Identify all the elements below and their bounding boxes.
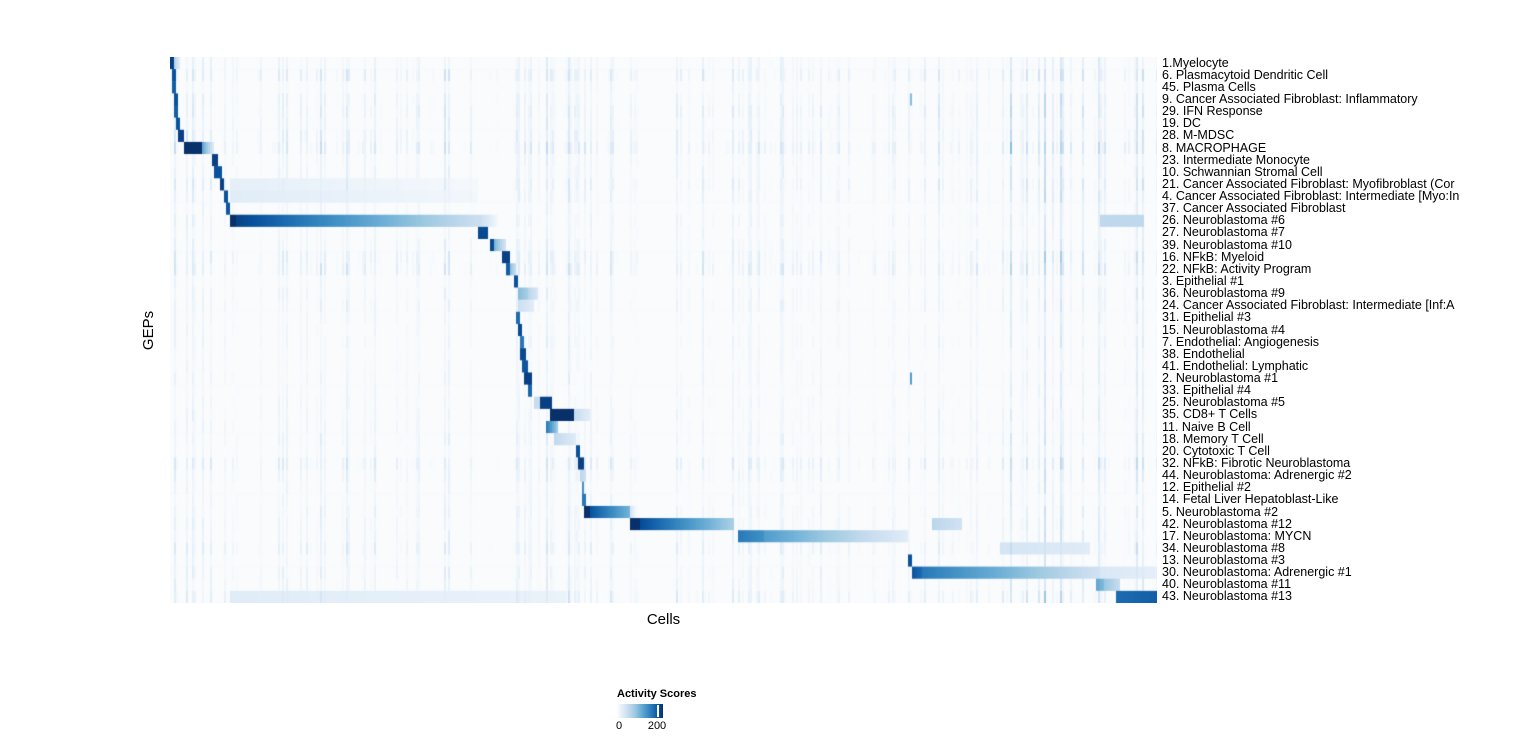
row-label: 13. Neuroblastoma #3 xyxy=(1162,553,1285,568)
row-label: 8. MACROPHAGE xyxy=(1162,140,1267,155)
y-axis-label: GEPs xyxy=(136,57,162,603)
row-label: 4. Cancer Associated Fibroblast: Interme… xyxy=(1162,189,1460,204)
row-label: 17. Neuroblastoma: MYCN xyxy=(1162,528,1312,543)
row-label: 1.Myelocyte xyxy=(1162,55,1229,70)
row-label: 31. Epithelial #3 xyxy=(1162,310,1251,325)
row-label: 19. DC xyxy=(1162,116,1201,131)
row-label: 15. Neuroblastoma #4 xyxy=(1162,322,1285,337)
row-label: 12. Epithelial #2 xyxy=(1162,480,1251,495)
row-label: 26. Neuroblastoma #6 xyxy=(1162,213,1285,228)
row-labels-column: 1.Myelocyte 6. Plasmacytoid Dendritic Cel… xyxy=(1162,55,1540,613)
row-label: 21. Cancer Associated Fibroblast: Myofib… xyxy=(1162,176,1455,191)
row-label: 23. Intermediate Monocyte xyxy=(1162,152,1310,167)
row-label: 34. Neuroblastoma #8 xyxy=(1162,540,1285,555)
row-label: 11. Naive B Cell xyxy=(1162,419,1251,434)
row-label: 38. Endothelial xyxy=(1162,346,1245,361)
row-label: 5. Neuroblastoma #2 xyxy=(1162,504,1279,519)
row-label: 22. NFkB: Activity Program xyxy=(1162,261,1312,276)
row-label: 36. Neuroblastoma #9 xyxy=(1162,286,1285,301)
row-label: 40. Neuroblastoma #11 xyxy=(1162,577,1292,592)
row-label: 24. Cancer Associated Fibroblast: Interm… xyxy=(1162,298,1455,313)
x-axis-label: Cells xyxy=(646,611,681,628)
row-label: 29. IFN Response xyxy=(1162,104,1263,119)
row-label: 41. Endothelial: Lymphatic xyxy=(1162,358,1309,373)
row-label: 39. Neuroblastoma #10 xyxy=(1162,237,1292,252)
row-label: 7. Endothelial: Angiogenesis xyxy=(1162,334,1320,349)
row-label: 25. Neuroblastoma #5 xyxy=(1162,395,1285,410)
row-label: 9. Cancer Associated Fibroblast: Inflamm… xyxy=(1162,91,1418,106)
legend-title: Activity Scores xyxy=(617,688,697,700)
row-label: 37. Cancer Associated Fibroblast xyxy=(1162,201,1346,216)
row-label: 43. Neuroblastoma #13 xyxy=(1162,589,1292,604)
legend-tick-max: 200 xyxy=(647,720,667,732)
y-axis-label-text: GEPs xyxy=(140,310,158,350)
row-label: 32. NFkB: Fibrotic Neuroblastoma xyxy=(1162,455,1351,470)
legend-ticks: 0 200 xyxy=(615,720,677,734)
row-label: 16. NFkB: Myeloid xyxy=(1162,249,1265,264)
row-label: 28. M-MDSC xyxy=(1162,128,1235,143)
row-label: 18. Memory T Cell xyxy=(1162,431,1264,446)
legend-gradient-bar xyxy=(617,704,663,718)
row-label: 6. Plasmacytoid Dendritic Cell xyxy=(1162,67,1329,82)
legend-tick-min: 0 xyxy=(615,720,623,732)
row-label: 30. Neuroblastoma: Adrenergic #1 xyxy=(1162,565,1352,580)
row-label: 33. Epithelial #4 xyxy=(1162,383,1251,398)
row-label: 44. Neuroblastoma: Adrenergic #2 xyxy=(1162,468,1352,483)
row-label: 35. CD8+ T Cells xyxy=(1162,407,1258,422)
row-label: 27. Neuroblastoma #7 xyxy=(1162,225,1285,240)
row-label: 3. Epithelial #1 xyxy=(1162,273,1245,288)
row-label: 20. Cytotoxic T Cell xyxy=(1162,443,1270,458)
row-label: 14. Fetal Liver Hepatoblast-Like xyxy=(1162,492,1339,507)
row-label: 2. Neuroblastoma #1 xyxy=(1162,371,1279,386)
row-label: 10. Schwannian Stromal Cell xyxy=(1162,164,1323,179)
row-label: 42. Neuroblastoma #12 xyxy=(1162,516,1292,531)
heatmap-canvas xyxy=(170,57,1157,603)
row-label: 45. Plasma Cells xyxy=(1162,79,1256,94)
legend: Activity Scores 0 200 xyxy=(615,688,757,734)
legend-tick-mark-icon xyxy=(657,705,659,717)
